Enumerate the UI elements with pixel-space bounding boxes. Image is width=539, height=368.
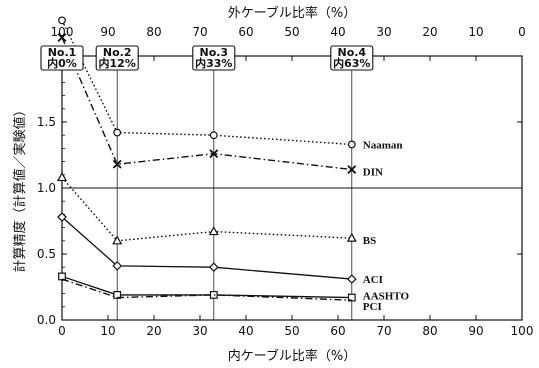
series-label-din: DIN — [363, 167, 383, 179]
x-tick-label: 70 — [376, 324, 391, 338]
x-tick-label: 80 — [422, 324, 437, 338]
specimen-detail: 内63% — [333, 56, 370, 70]
x-tick-label: 90 — [468, 324, 483, 338]
data-point-aashto — [347, 293, 356, 302]
x-tick-label: 60 — [330, 324, 345, 338]
x2-tick-label: 0 — [518, 25, 526, 39]
x-tick-label: 20 — [146, 324, 161, 338]
data-point-bs — [112, 235, 123, 245]
specimen-box — [330, 45, 374, 71]
specimen-name: No.1 — [48, 46, 77, 59]
data-point-naaman — [113, 128, 122, 137]
x-tick-label: 100 — [511, 324, 534, 338]
data-point-naaman — [347, 140, 356, 149]
x2-tick-label: 100 — [51, 25, 74, 39]
x2-tick-label: 70 — [192, 25, 207, 39]
x-tick-label: 0 — [58, 324, 66, 338]
data-point-aashto — [58, 272, 66, 281]
series-line-aashto — [61, 275, 352, 299]
data-point-din — [57, 33, 67, 42]
data-point-naaman — [58, 16, 66, 25]
series-label-aci: ACI — [363, 274, 383, 286]
y-tick-label: 0.5 — [37, 247, 56, 261]
x2-tick-label: 10 — [468, 25, 483, 39]
specimen-box — [95, 45, 139, 71]
series-line-pci — [61, 278, 352, 301]
series-label-bs: BS — [363, 235, 376, 247]
x2-tick-label: 30 — [376, 25, 391, 39]
y-tick-label: 1.0 — [37, 181, 56, 195]
x2-tick-label: 60 — [238, 25, 253, 39]
data-point-din — [347, 165, 357, 174]
series-label-aashto: AASHTO — [363, 291, 410, 303]
x2-tick-label: 50 — [284, 25, 299, 39]
series-label-naaman: Naaman — [363, 139, 403, 151]
data-point-aci — [346, 274, 357, 284]
specimen-detail: 内0% — [47, 56, 77, 70]
specimen-name: No.2 — [103, 46, 132, 59]
specimen-detail: 内12% — [99, 56, 136, 70]
data-point-aashto — [209, 291, 218, 299]
specimen-name: No.3 — [199, 46, 228, 59]
data-point-din — [209, 149, 219, 159]
specimen-box — [40, 45, 84, 71]
series-label-pci: PCI — [363, 301, 382, 313]
x2-tick-label: 20 — [422, 25, 437, 39]
y-tick-label: 1.5 — [37, 115, 56, 129]
data-point-aci — [208, 262, 219, 273]
x-tick-label: 10 — [100, 324, 115, 338]
x-tick-label: 30 — [192, 324, 207, 338]
data-point-aci — [57, 212, 67, 222]
series-line-bs — [61, 176, 352, 242]
specimen-detail: 内33% — [195, 56, 232, 70]
x-axis-title: 内ケーブル比率（%） — [228, 348, 357, 364]
y-tick-label: 0.0 — [37, 313, 56, 327]
specimen-box — [192, 45, 236, 71]
data-point-din — [112, 159, 122, 169]
data-point-aci — [112, 261, 123, 271]
x2-tick-label: 90 — [100, 25, 115, 39]
x2-axis-title: 外ケーブル比率（%） — [228, 5, 357, 21]
x-tick-label: 40 — [238, 324, 253, 338]
y-axis-title: 計算精度（計算値／実験値） — [12, 103, 28, 272]
data-point-bs — [346, 232, 357, 242]
x2-tick-label: 40 — [330, 25, 345, 39]
specimen-name: No.4 — [337, 46, 366, 59]
series-line-naaman — [61, 20, 352, 146]
data-point-bs — [56, 172, 68, 182]
x2-tick-label: 80 — [146, 25, 161, 39]
series-line-aci — [61, 216, 352, 280]
data-point-bs — [208, 226, 219, 236]
x-tick-label: 50 — [284, 324, 299, 338]
data-point-naaman — [209, 131, 218, 140]
series-line-din — [61, 37, 352, 171]
